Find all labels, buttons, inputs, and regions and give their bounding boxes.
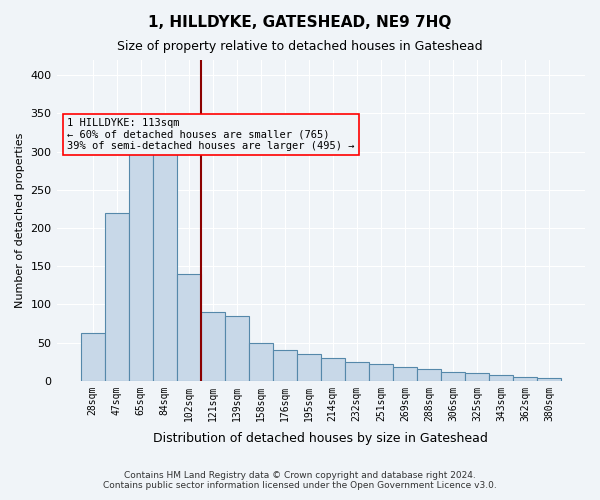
Bar — [417, 370, 441, 381]
Bar — [489, 374, 513, 381]
Bar — [297, 354, 321, 381]
X-axis label: Distribution of detached houses by size in Gateshead: Distribution of detached houses by size … — [154, 432, 488, 445]
Bar — [80, 334, 104, 381]
Bar — [441, 372, 465, 381]
Text: Contains HM Land Registry data © Crown copyright and database right 2024.
Contai: Contains HM Land Registry data © Crown c… — [103, 470, 497, 490]
Bar — [128, 148, 152, 381]
Bar — [224, 316, 249, 381]
Bar — [465, 373, 489, 381]
Bar — [152, 152, 176, 381]
Bar — [273, 350, 297, 381]
Y-axis label: Number of detached properties: Number of detached properties — [15, 132, 25, 308]
Bar — [104, 213, 128, 381]
Bar — [249, 342, 273, 381]
Bar — [537, 378, 561, 381]
Bar — [369, 364, 393, 381]
Bar — [176, 274, 200, 381]
Bar — [513, 377, 537, 381]
Bar — [393, 367, 417, 381]
Text: Size of property relative to detached houses in Gateshead: Size of property relative to detached ho… — [117, 40, 483, 53]
Bar — [321, 358, 345, 381]
Text: 1 HILLDYKE: 113sqm
← 60% of detached houses are smaller (765)
39% of semi-detach: 1 HILLDYKE: 113sqm ← 60% of detached hou… — [67, 118, 355, 151]
Bar — [200, 312, 224, 381]
Bar — [345, 362, 369, 381]
Text: 1, HILLDYKE, GATESHEAD, NE9 7HQ: 1, HILLDYKE, GATESHEAD, NE9 7HQ — [148, 15, 452, 30]
